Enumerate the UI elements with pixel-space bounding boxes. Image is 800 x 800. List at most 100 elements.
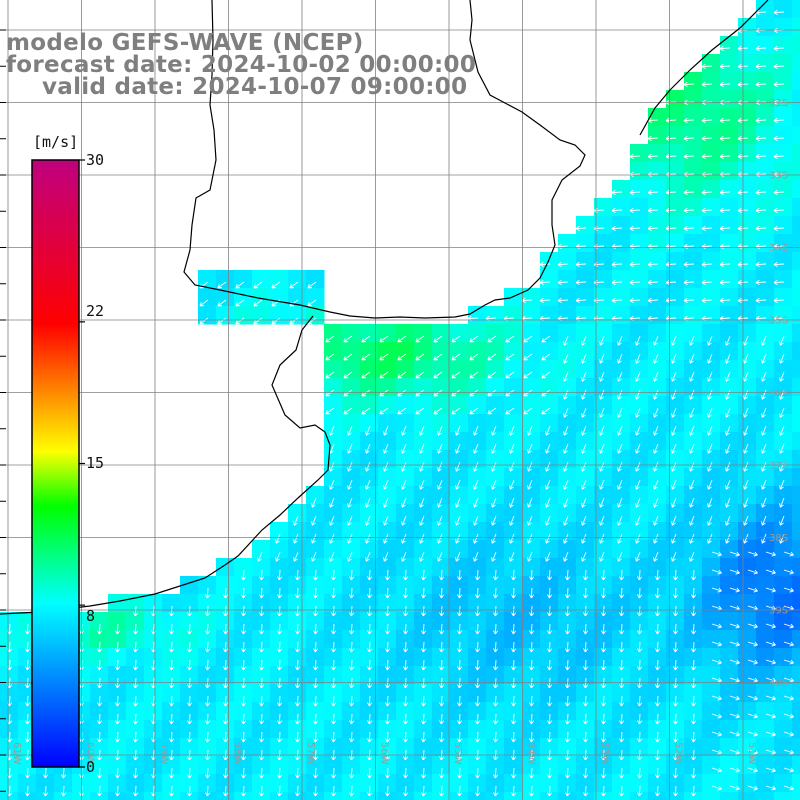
wind-arrow [437, 497, 443, 508]
wind-cell [342, 774, 361, 793]
wind-cell [432, 522, 451, 541]
wind-arrow [367, 677, 373, 689]
wind-arrow [511, 659, 517, 671]
wind-arrow [523, 335, 533, 343]
wind-cell [648, 630, 667, 649]
wind-arrow [563, 551, 569, 562]
wind-arrow [527, 425, 533, 436]
wind-cell [756, 198, 775, 217]
wind-cell [630, 540, 649, 559]
wind-cell [792, 468, 800, 487]
wind-arrow [313, 623, 319, 635]
wind-arrow [493, 713, 499, 725]
longitude-label: 56W [379, 742, 390, 765]
wind-arrow [271, 317, 281, 325]
wind-arrow [547, 623, 553, 635]
wind-cell [468, 612, 487, 631]
wind-arrow [205, 605, 211, 617]
wind-cell [702, 378, 721, 397]
wind-cell [630, 756, 649, 775]
wind-cell [720, 450, 739, 469]
wind-cell [360, 648, 379, 667]
wind-arrow [401, 533, 407, 544]
wind-arrow [493, 767, 499, 779]
wind-arrow [475, 767, 481, 779]
wind-cell [702, 126, 721, 145]
wind-cell [504, 648, 523, 667]
wind-cell [342, 432, 361, 451]
wind-arrow [547, 641, 553, 653]
wind-cell [630, 558, 649, 577]
wind-cell [522, 396, 541, 415]
wind-arrow [403, 731, 409, 743]
wind-arrow [773, 135, 785, 141]
wind-arrow [601, 659, 607, 671]
wind-cell [234, 612, 253, 631]
wind-arrow [523, 407, 533, 415]
latitude-label: 32S [769, 98, 788, 109]
wind-arrow [169, 713, 175, 725]
wind-cell [738, 378, 757, 397]
wind-cell [486, 702, 505, 721]
wind-cell [630, 738, 649, 757]
wind-cell [720, 540, 739, 559]
wind-cell [738, 72, 757, 91]
wind-cell [774, 288, 793, 307]
wind-cell [774, 396, 793, 415]
colorbar [31, 159, 80, 768]
wind-arrow [313, 767, 319, 779]
wind-arrow [415, 353, 425, 361]
wind-cell [90, 612, 109, 631]
wind-cell [792, 756, 800, 775]
wind-arrow [711, 695, 722, 701]
wind-arrow [701, 117, 713, 123]
wind-arrow [349, 785, 355, 797]
wind-arrow [755, 117, 767, 123]
wind-arrow [511, 677, 517, 689]
wind-cell [414, 504, 433, 523]
wind-cell [576, 558, 595, 577]
colorbar-ticks [79, 159, 85, 768]
wind-cell [468, 648, 487, 667]
wind-arrow [743, 497, 749, 508]
wind-cell [594, 360, 613, 379]
wind-cell [504, 504, 523, 523]
wind-arrow [711, 641, 722, 647]
wind-arrow [707, 389, 713, 400]
wind-arrow [223, 587, 229, 599]
wind-arrow [747, 785, 758, 791]
wind-arrow [421, 767, 427, 779]
wind-arrow [575, 279, 587, 285]
wind-arrow [655, 731, 661, 743]
wind-arrow [385, 623, 391, 635]
wind-cell [612, 432, 631, 451]
wind-cell [522, 540, 541, 559]
longitude-label: 58W [232, 742, 243, 765]
wind-cell [252, 576, 271, 595]
wind-cell [468, 738, 487, 757]
wind-cell [540, 270, 559, 289]
wind-arrow [665, 279, 677, 285]
wind-arrow [439, 623, 445, 635]
wind-arrow [707, 461, 713, 472]
wind-cell [432, 378, 451, 397]
wind-arrow [779, 371, 785, 382]
wind-arrow [635, 371, 641, 382]
wind-cell [486, 684, 505, 703]
wind-cell [684, 648, 703, 667]
wind-arrow [779, 443, 785, 454]
wind-cell [468, 522, 487, 541]
wind-arrow [545, 425, 551, 436]
wind-arrow [347, 479, 353, 490]
wind-arrow [223, 623, 229, 635]
wind-cell [522, 360, 541, 379]
wind-arrow [509, 425, 515, 436]
wind-arrow [491, 443, 497, 454]
wind-cell [576, 612, 595, 631]
wind-arrow [755, 63, 767, 69]
wind-arrow [277, 623, 283, 635]
wind-arrow [783, 767, 794, 773]
wind-cell [324, 450, 343, 469]
wind-arrow [565, 641, 571, 653]
